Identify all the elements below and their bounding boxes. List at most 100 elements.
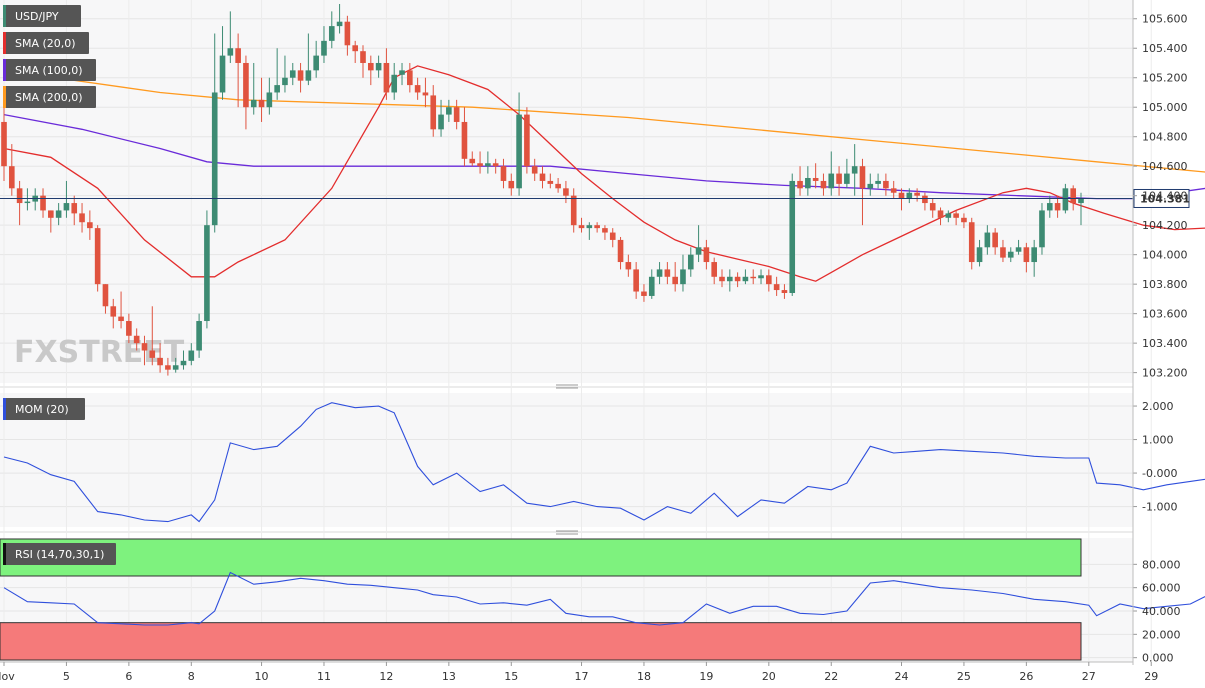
mom-axis-tick-label: 2.000: [1142, 400, 1174, 413]
candle-body: [641, 291, 647, 296]
candle: [1070, 185, 1077, 211]
legend-label: SMA (20,0): [15, 37, 76, 50]
legend-item[interactable]: RSI (14,70,30,1): [3, 543, 116, 565]
candle: [937, 207, 944, 226]
candle-body: [508, 180, 515, 189]
candle-body: [875, 180, 881, 184]
legend-swatch: [3, 5, 6, 27]
legend-label: MOM (20): [15, 403, 69, 416]
candle-body: [172, 365, 179, 370]
price-axis-tick-label: 105.200: [1142, 72, 1188, 85]
legend-label: SMA (200,0): [15, 91, 83, 104]
candle-body: [680, 269, 686, 285]
candle: [953, 210, 959, 226]
legend-swatch: [3, 543, 6, 565]
candle-body: [719, 276, 725, 282]
candle: [617, 236, 624, 270]
x-tick-label: 15: [504, 670, 518, 683]
sma-200-line: [3, 69, 1205, 173]
legend-item[interactable]: USD/JPY: [3, 5, 81, 27]
price-axis-tick-label: 103.800: [1142, 278, 1188, 291]
candle: [547, 173, 554, 189]
candle: [227, 11, 234, 63]
legend-swatch: [3, 32, 6, 54]
rsi-line: [3, 571, 1205, 626]
mom-panel-bg: [0, 393, 1133, 527]
candle: [274, 48, 280, 100]
x-tick-label: 22: [824, 670, 838, 683]
candle-body: [1070, 188, 1077, 204]
candle: [961, 213, 967, 229]
price-axis-tick-label: 104.000: [1142, 249, 1188, 262]
legend-label: SMA (100,0): [15, 64, 83, 77]
candle-body: [55, 210, 62, 218]
candle: [391, 62, 398, 100]
candle: [219, 26, 226, 100]
price-axis-tick-label: 103.600: [1142, 308, 1188, 321]
candle: [165, 357, 171, 376]
x-tick-label: 6: [125, 670, 132, 683]
candle: [836, 166, 842, 196]
candle-body: [219, 55, 226, 93]
candle: [906, 188, 913, 204]
candle: [87, 210, 93, 240]
candle-body: [570, 195, 577, 226]
candle-body: [40, 195, 46, 211]
candle-body: [914, 192, 920, 196]
legend-item[interactable]: SMA (20,0): [3, 32, 89, 54]
candle: [773, 276, 780, 296]
candle: [641, 284, 647, 302]
candle-body: [563, 188, 569, 196]
candle-body: [492, 163, 499, 167]
price-axis-tick-label: 105.400: [1142, 42, 1188, 55]
candle: [126, 313, 132, 344]
x-tick-label: 17: [575, 670, 589, 683]
mom-path: [3, 402, 1205, 523]
panel-splitter-2[interactable]: [0, 530, 1133, 535]
candle-body: [313, 55, 319, 71]
candle: [734, 272, 741, 288]
candle-body: [797, 180, 803, 189]
candle-body: [446, 107, 452, 115]
candle: [313, 40, 319, 78]
candle: [805, 166, 811, 196]
candle: [79, 203, 85, 233]
candle-body: [422, 92, 429, 96]
candle: [609, 228, 616, 248]
candle-body: [8, 166, 15, 189]
candle: [672, 262, 678, 292]
last-price-line: 104.381: [0, 188, 1190, 208]
candle: [789, 173, 796, 296]
rsi-path: [3, 571, 1205, 626]
candle: [94, 225, 101, 292]
mom-axis-tick-label: -0.000: [1142, 467, 1177, 480]
candle-body: [726, 276, 733, 282]
candle: [430, 85, 437, 137]
legend-bg: [3, 59, 96, 81]
candle: [500, 158, 507, 189]
candle-body: [63, 203, 70, 211]
candle: [446, 99, 452, 122]
candle: [664, 262, 671, 285]
candle-body: [703, 247, 710, 263]
candle-body: [149, 350, 156, 358]
candle-body: [602, 228, 608, 233]
legend-item[interactable]: SMA (200,0): [3, 86, 96, 108]
candle: [984, 225, 991, 255]
legends[interactable]: USD/JPY SMA (20,0) SMA (100,0) SMA (200,0) M…: [3, 5, 116, 565]
candle-body: [648, 276, 655, 296]
legend-swatch: [3, 59, 6, 81]
candle: [289, 62, 296, 86]
candle: [781, 284, 788, 299]
candle: [633, 262, 639, 299]
rsi-overbought-zone: [0, 538, 1082, 577]
candle-body: [851, 166, 858, 174]
candle-body: [1054, 203, 1061, 211]
panel-splitter-1[interactable]: [0, 384, 1133, 389]
candle: [453, 99, 460, 130]
candle-body: [844, 173, 850, 184]
legend-item[interactable]: SMA (100,0): [3, 59, 96, 81]
candle: [63, 180, 70, 218]
legend-item[interactable]: MOM (20): [3, 398, 85, 420]
candle: [469, 151, 476, 167]
